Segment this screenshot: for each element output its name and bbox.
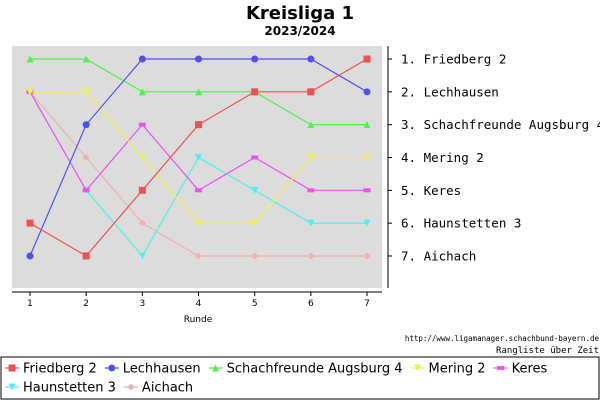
data-point — [138, 219, 146, 227]
data-point — [26, 252, 34, 260]
data-point — [251, 186, 259, 194]
legend-label: Schachfreunde Augsburg 4 — [227, 362, 403, 377]
legend-label: Mering 2 — [429, 362, 486, 377]
legend-marker — [497, 366, 505, 370]
data-point — [251, 55, 259, 63]
data-point — [195, 188, 203, 193]
data-point — [251, 252, 259, 260]
data-point — [307, 121, 315, 129]
data-point — [307, 219, 315, 227]
data-point — [363, 153, 371, 161]
rank-label: 1. Friedberg 2 — [401, 52, 506, 67]
x-tick-label: 1 — [27, 299, 33, 309]
series-friedberg-2 — [26, 55, 371, 260]
legend-item: Friedberg 2 — [5, 362, 97, 377]
data-point — [138, 55, 146, 63]
data-point — [251, 88, 259, 96]
legend-item: Lechhausen — [104, 362, 201, 377]
right-axis-labels: 1. Friedberg 2 2. Lechhausen 3. Schachfreu… — [388, 52, 600, 263]
legend: Friedberg 2 Lechhausen Schachfreunde Augsb… — [5, 362, 548, 396]
data-point — [138, 252, 146, 260]
x-tick-label: 2 — [83, 299, 89, 309]
data-point — [82, 252, 90, 260]
data-point — [251, 219, 259, 227]
data-point — [138, 153, 146, 161]
data-point — [138, 122, 146, 127]
series-layer — [26, 55, 371, 260]
data-point — [307, 88, 315, 96]
data-point — [363, 219, 371, 227]
data-point — [363, 188, 371, 193]
x-tick-label: 6 — [308, 299, 314, 309]
chart-title: Kreisliga 1 — [246, 3, 354, 24]
data-point — [82, 121, 90, 129]
legend-label: Keres — [512, 362, 548, 377]
chart-subtitle: 2023/2024 — [264, 24, 335, 38]
data-point — [195, 121, 203, 129]
legend-item: Aichach — [123, 381, 193, 396]
legend-item: Haunstetten 3 — [5, 381, 116, 396]
legend-box — [0, 356, 600, 400]
data-point — [138, 186, 146, 194]
data-point — [195, 219, 203, 227]
data-point — [26, 55, 34, 63]
data-point — [363, 88, 371, 96]
rank-label: 3. Schachfreunde Augsburg 4 — [401, 117, 600, 132]
rank-label: 2. Lechhausen — [401, 84, 499, 99]
legend-marker — [8, 364, 16, 372]
series-mering-2 — [26, 88, 371, 227]
rank-label: 7. Aichach — [401, 248, 476, 263]
rank-label: 6. Haunstetten 3 — [401, 216, 521, 231]
data-point — [195, 153, 203, 161]
x-tick-label: 7 — [364, 299, 370, 309]
legend-item: Mering 2 — [410, 362, 486, 377]
data-point — [195, 55, 203, 63]
x-axis-ticks: 1 2 3 4 5 6 7 — [27, 292, 370, 309]
rank-label: 4. Mering 2 — [401, 150, 484, 165]
data-point — [195, 88, 203, 96]
legend-marker — [212, 364, 220, 372]
data-point — [26, 219, 34, 227]
data-point — [82, 188, 90, 193]
legend-marker — [8, 383, 16, 391]
source-url: http://www.ligamanager.schachbund-bayern… — [405, 334, 600, 343]
legend-label: Lechhausen — [123, 362, 201, 377]
legend-marker — [127, 383, 135, 391]
data-point — [251, 155, 259, 160]
x-axis-label: Runde — [184, 315, 213, 325]
legend-label: Friedberg 2 — [23, 362, 97, 377]
data-point — [307, 153, 315, 161]
data-point — [195, 252, 203, 260]
series-lechhausen — [26, 55, 371, 260]
legend-label: Aichach — [142, 381, 193, 396]
data-point — [363, 252, 371, 260]
rank-label: 5. Keres — [401, 183, 461, 198]
x-tick-label: 5 — [252, 299, 258, 309]
data-point — [307, 55, 315, 63]
legend-marker — [108, 364, 116, 372]
data-point — [138, 88, 146, 96]
legend-label: Haunstetten 3 — [23, 381, 116, 396]
data-point — [363, 121, 371, 129]
data-point — [82, 88, 90, 96]
legend-item: Keres — [493, 362, 548, 377]
chart-caption: Rangliste über Zeit — [496, 346, 599, 356]
data-point — [307, 188, 315, 193]
data-point — [26, 88, 34, 96]
legend-item: Schachfreunde Augsburg 4 — [208, 362, 403, 377]
x-tick-label: 4 — [196, 299, 202, 309]
data-point — [82, 55, 90, 63]
data-point — [307, 252, 315, 260]
data-point — [363, 55, 371, 63]
legend-marker — [414, 364, 422, 372]
data-point — [82, 153, 90, 161]
x-tick-label: 3 — [139, 299, 145, 309]
